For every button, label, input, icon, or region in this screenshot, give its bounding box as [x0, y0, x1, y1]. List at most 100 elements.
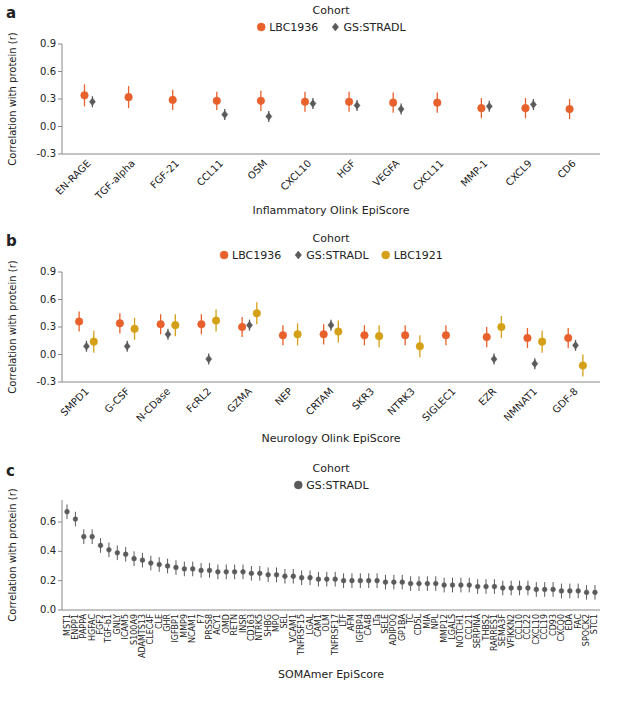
y-tick — [58, 154, 62, 155]
data-group — [81, 84, 574, 122]
legend-title: Cohort — [313, 4, 351, 17]
y-tick — [58, 99, 62, 100]
point — [416, 342, 424, 350]
point — [257, 97, 265, 105]
point — [566, 105, 574, 113]
point — [301, 98, 309, 106]
point — [425, 581, 430, 586]
point — [551, 587, 556, 592]
point — [246, 321, 252, 329]
point — [389, 99, 397, 107]
series — [90, 302, 587, 376]
y-tick — [58, 354, 62, 355]
point — [165, 564, 170, 569]
y-tick-label: 0.4 — [40, 545, 56, 556]
point — [383, 580, 388, 585]
point — [366, 578, 371, 583]
point — [198, 320, 206, 328]
y-tick — [58, 610, 62, 611]
x-tick-label: NEP — [273, 386, 295, 408]
legend-marker — [220, 251, 228, 259]
y-tick-label: 0.2 — [40, 575, 56, 586]
y-tick-label: 0.6 — [40, 66, 56, 77]
series — [89, 96, 536, 122]
point — [132, 556, 137, 561]
point — [310, 100, 316, 108]
legend-title: Cohort — [313, 462, 351, 475]
y-axis: 0.00.20.40.6 — [40, 500, 600, 615]
point — [433, 581, 438, 586]
panel: cCohortGS:STRADL0.00.20.40.6Correlation … — [6, 462, 600, 681]
point — [224, 569, 229, 574]
point — [165, 331, 171, 339]
point — [564, 334, 572, 342]
x-tick-label: TGF-alpha — [92, 158, 137, 203]
legend: CohortGS:STRADL — [294, 462, 369, 492]
baseline — [62, 154, 600, 155]
point — [593, 590, 598, 595]
x-axis: EN-RAGETGF-alphaFGF-21CCL11OSMCXCL10HGFV… — [53, 157, 577, 202]
legend-label: GS:STRADL — [306, 249, 369, 262]
point — [498, 323, 506, 331]
x-tick-label: EZR — [476, 386, 498, 408]
point — [174, 565, 179, 570]
point — [90, 534, 95, 539]
panel-letter: c — [6, 462, 15, 480]
point — [500, 586, 505, 591]
point — [206, 355, 212, 363]
legend-label: LBC1921 — [394, 249, 443, 262]
point — [538, 338, 546, 346]
point — [125, 93, 133, 101]
y-tick — [58, 327, 62, 328]
baseline — [62, 382, 600, 383]
point — [116, 320, 124, 328]
point — [291, 574, 296, 579]
series — [75, 311, 572, 348]
point — [492, 584, 497, 589]
panel: aCohortLBC1936GS:STRADL-0.30.00.30.60.9C… — [6, 4, 600, 217]
point — [358, 578, 363, 583]
point — [484, 584, 489, 589]
x-tick-label: MMP-1 — [459, 158, 490, 189]
y-tick-label: 0.3 — [40, 93, 56, 104]
point — [241, 569, 246, 574]
point — [584, 590, 589, 595]
y-axis: -0.30.00.30.60.9 — [36, 38, 600, 159]
y-tick — [58, 551, 62, 552]
y-tick — [58, 382, 62, 383]
point — [400, 580, 405, 585]
point — [212, 317, 220, 325]
point — [375, 578, 380, 583]
y-tick — [58, 299, 62, 300]
x-axis: MST1ENPP1PAPPAHGFACFGF2TGF-b1GNLYICAM5S1… — [63, 613, 600, 658]
point — [335, 328, 343, 336]
point — [559, 589, 564, 594]
x-tick-label: SMPD1 — [58, 386, 91, 419]
x-tick-label: NTRK3 — [385, 386, 416, 417]
point — [253, 309, 261, 317]
point — [140, 558, 145, 563]
y-tick — [58, 580, 62, 581]
point — [81, 92, 89, 100]
baseline — [62, 610, 600, 611]
x-tick-label: FcRL2 — [184, 386, 213, 415]
point — [274, 572, 279, 577]
point — [232, 569, 237, 574]
point — [249, 571, 254, 576]
legend-marker — [294, 481, 302, 489]
point — [532, 360, 538, 368]
point — [222, 111, 228, 119]
panel-letter: b — [6, 232, 17, 250]
point — [450, 583, 455, 588]
point — [333, 577, 338, 582]
point — [375, 332, 383, 340]
y-tick-label: -0.3 — [36, 148, 56, 159]
legend-label: LBC1936 — [232, 249, 281, 262]
x-tick-label: CD6 — [555, 158, 578, 181]
point — [408, 581, 413, 586]
point — [199, 568, 204, 573]
point — [182, 567, 187, 572]
point — [354, 102, 360, 110]
y-tick-label: 0.6 — [40, 516, 56, 527]
x-tick-label: GDF-8 — [550, 386, 580, 416]
